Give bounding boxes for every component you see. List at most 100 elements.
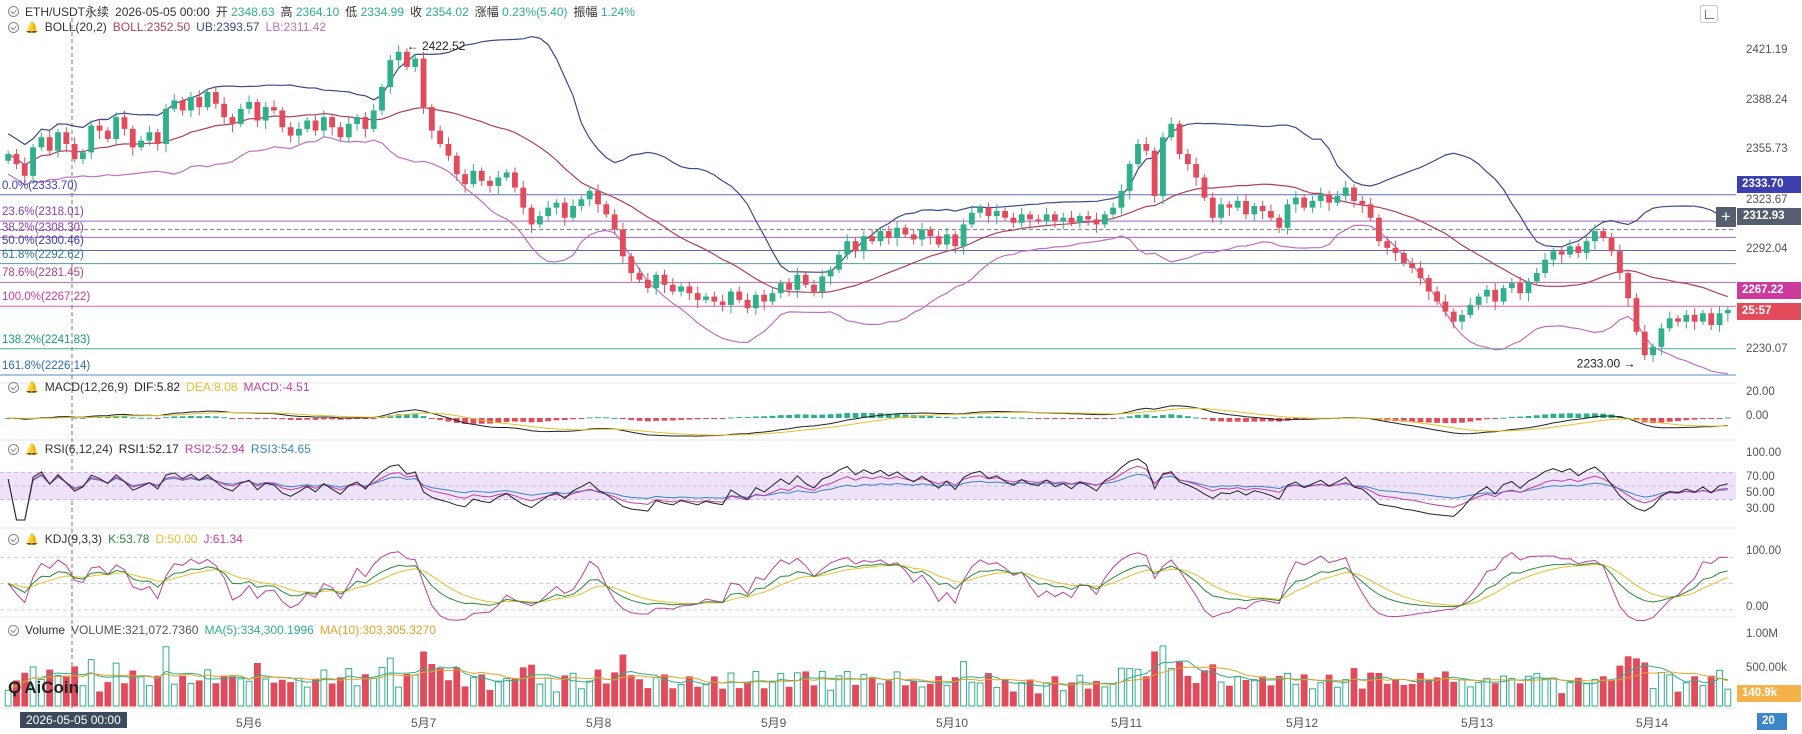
macd-histogram-bar: [1434, 418, 1440, 423]
macd-histogram-bar: [370, 418, 377, 419]
rsi-legend: 🔔 RSI(6,12,24) RSI1:52.17 RSI2:52.94 RSI…: [8, 442, 311, 456]
candle-body: [1268, 211, 1274, 218]
collapse-icon[interactable]: [8, 533, 19, 545]
macd-histogram-bar: [1525, 415, 1532, 418]
volume-bar: [370, 678, 378, 707]
macd-histogram-bar: [1251, 418, 1258, 422]
candle-body: [121, 117, 128, 129]
volume-bar: [461, 686, 469, 707]
macd-histogram-bar: [478, 418, 485, 424]
collapse-icon[interactable]: [8, 21, 19, 33]
volume-bar: [170, 683, 178, 707]
macd-histogram-bar: [1259, 418, 1266, 422]
volume-bar: [951, 677, 959, 707]
volume-bar: [1500, 675, 1507, 707]
collapse-icon[interactable]: [8, 6, 19, 17]
macd-histogram-bar: [1442, 418, 1449, 424]
volume-bar: [877, 683, 884, 707]
collapse-icon[interactable]: [8, 443, 19, 455]
macd-histogram-bar: [1151, 415, 1158, 418]
kdj-legend: 🔔 KDJ(9,3,3) K:53.78 D:50.00 J:61.34: [8, 532, 243, 546]
volume-bar: [760, 688, 768, 707]
volume-bar: [145, 685, 153, 707]
candle-body: [1533, 273, 1540, 282]
add-alert-icon[interactable]: +: [1716, 207, 1736, 227]
volume-bar: [1716, 669, 1723, 707]
collapse-icon[interactable]: [8, 381, 19, 393]
volume-bar: [13, 680, 20, 707]
bell-icon[interactable]: 🔔: [25, 443, 39, 456]
open-label: 开: [215, 5, 228, 19]
volume-bar: [121, 683, 128, 707]
volume-bar: [1549, 677, 1557, 707]
macd-histogram-bar: [212, 416, 219, 418]
macd-dif-value: DIF:5.82: [134, 380, 181, 394]
candle-body: [628, 256, 635, 274]
candle-body: [636, 273, 643, 280]
high-annotation: ← 2422.52: [407, 39, 466, 53]
macd-histogram-bar: [570, 418, 576, 420]
candle-body: [503, 172, 510, 178]
candle-body: [320, 117, 327, 131]
candle-body: [304, 120, 311, 129]
bell-icon[interactable]: 🔔: [25, 381, 39, 394]
candle-body: [229, 117, 236, 124]
candle-body: [437, 130, 444, 144]
candle-body: [819, 276, 826, 292]
candle-body: [869, 236, 876, 242]
candle-body: [802, 274, 809, 285]
price-axis[interactable]: [1736, 0, 1802, 734]
close-label: 收: [410, 5, 423, 19]
volume-bar: [478, 674, 486, 707]
collapse-icon[interactable]: [8, 624, 19, 636]
bell-icon[interactable]: 🔔: [25, 533, 39, 546]
macd-histogram-bar: [1492, 418, 1499, 419]
crosshair-price-tag: 2312.93: [1737, 208, 1801, 225]
macd-histogram-bar: [1060, 418, 1067, 419]
fullscreen-icon[interactable]: [1700, 5, 1718, 23]
fib-level-label: 138.2%(2241.83): [2, 333, 91, 346]
candle-body: [1683, 314, 1690, 322]
logo-text: AiCoin: [24, 678, 80, 697]
macd-histogram-bar: [1002, 416, 1008, 418]
macd-histogram-bar: [229, 418, 236, 419]
volume-bar: [926, 683, 934, 707]
kdj-d-value: D:50.00: [155, 532, 198, 546]
volume-bar: [494, 680, 502, 707]
volume-bar: [1358, 688, 1366, 707]
macd-histogram-bar: [977, 416, 984, 418]
macd-histogram-bar: [179, 416, 186, 418]
macd-histogram-bar: [952, 417, 959, 419]
volume-bar: [1068, 682, 1075, 707]
volume-bar: [918, 686, 926, 707]
macd-histogram-bar: [1542, 414, 1548, 418]
bell-icon[interactable]: 🔔: [25, 21, 39, 34]
volume-bar: [1724, 688, 1732, 707]
volume-bar: [245, 680, 253, 707]
volume-bar: [29, 666, 37, 707]
candle-body: [80, 152, 86, 160]
volume-bar: [1126, 668, 1134, 707]
volume-bar: [1674, 691, 1682, 707]
macd-histogram-bar: [420, 416, 427, 418]
volume-bar: [179, 675, 187, 707]
candle-body: [1409, 262, 1416, 269]
volume-bar: [337, 677, 344, 707]
volume-bar: [677, 683, 685, 707]
macd-histogram-bar: [287, 418, 294, 420]
macd-histogram-bar: [312, 418, 319, 420]
volume-bar: [21, 672, 29, 707]
volume-bar: [154, 675, 162, 707]
boll-mid-value: BOLL:2352.50: [112, 20, 191, 34]
volume-bar: [1558, 693, 1566, 707]
macd-histogram-bar: [644, 418, 651, 422]
volume-bar: [96, 691, 103, 707]
volume-bar: [1309, 688, 1316, 707]
candle-body: [1691, 314, 1698, 322]
macd-histogram-bar: [512, 418, 518, 422]
volume-bar: [636, 679, 643, 707]
volume-bar: [1284, 672, 1291, 707]
macd-histogram-bar: [578, 418, 585, 419]
